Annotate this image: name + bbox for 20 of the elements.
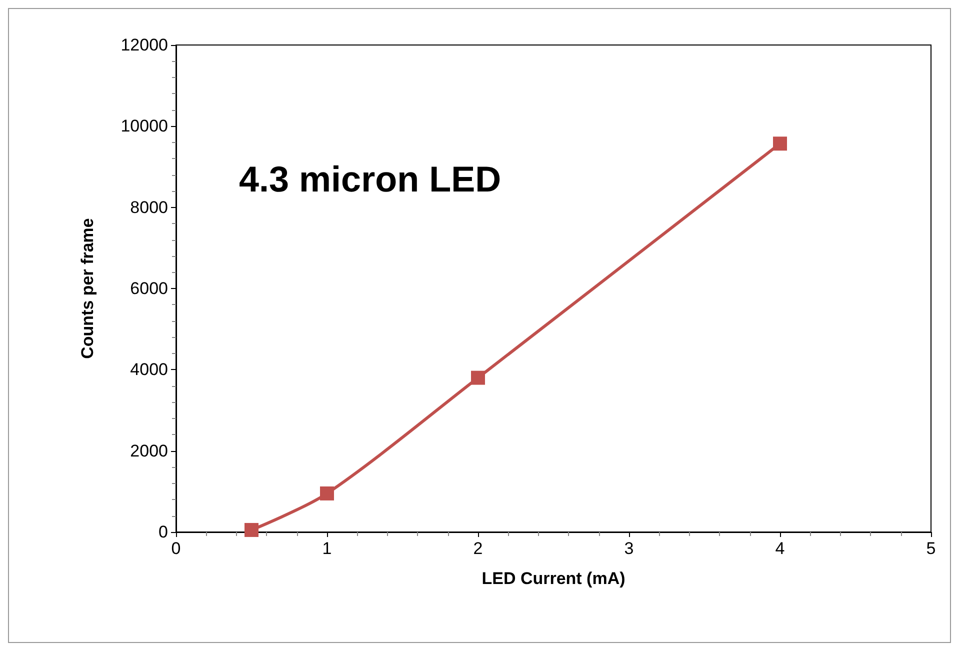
y-tick-label: 2000 — [130, 441, 168, 460]
x-tick-label: 3 — [624, 539, 634, 558]
y-tick-label: 10000 — [120, 116, 168, 136]
x-tick-label: 0 — [171, 539, 181, 558]
x-tick-label: 1 — [322, 539, 332, 558]
text: 4.3 micron LED — [239, 158, 502, 200]
point — [244, 522, 258, 537]
x-tick-label: 4 — [775, 539, 785, 558]
y-axis-title: Counts per frame — [78, 218, 97, 359]
point — [471, 370, 485, 385]
y-tick-label: 6000 — [130, 279, 168, 298]
y-tick-label: 12000 — [120, 36, 168, 54]
x-tick-label: 2 — [473, 539, 483, 558]
y-tick-label: 4000 — [130, 360, 168, 380]
x-tick-label: 5 — [926, 539, 936, 558]
y-tick-label: 8000 — [130, 198, 168, 217]
y-tick-label: 0 — [158, 522, 168, 542]
point — [320, 486, 334, 500]
x-axis-title: LED Current (mA) — [482, 569, 626, 588]
point — [773, 136, 787, 151]
